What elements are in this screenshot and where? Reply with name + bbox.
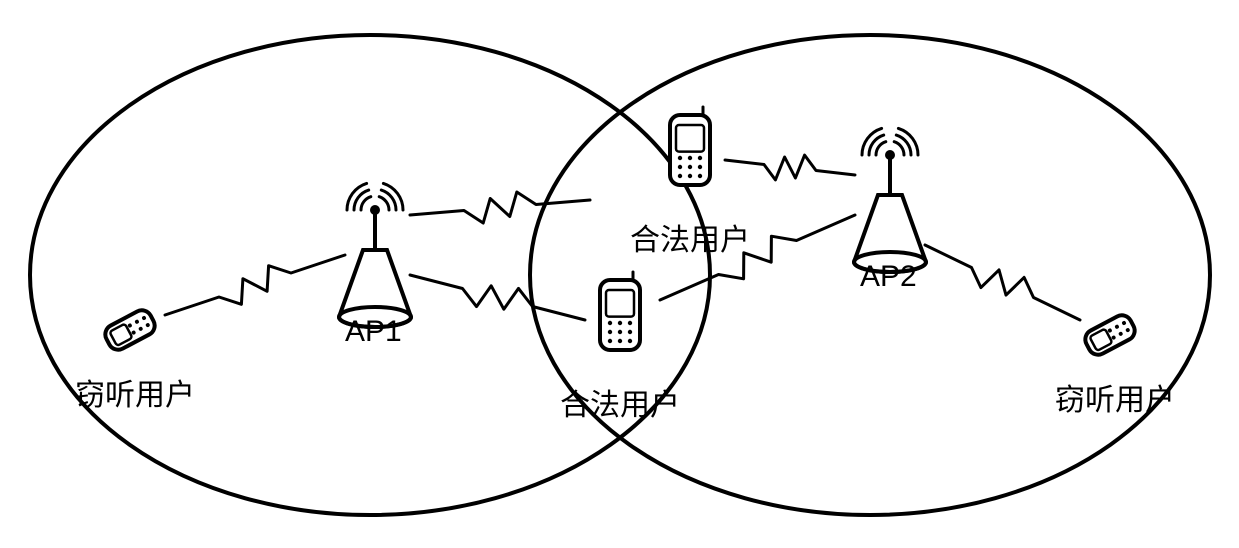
access-point-icon <box>854 128 926 272</box>
wireless-link-icon <box>925 245 1080 320</box>
wireless-link-icon <box>410 275 585 320</box>
node-label: AP2 <box>860 260 917 294</box>
diagram-stage: AP1AP2窃听用户窃听用户合法用户合法用户 <box>0 0 1239 548</box>
node-label: 合法用户 <box>630 215 750 259</box>
wireless-link-icon <box>725 155 855 180</box>
wireless-link-icon <box>165 255 345 315</box>
node-label: 合法用户 <box>560 380 680 424</box>
mobile-phone-icon <box>1082 312 1138 358</box>
node-label: 窃听用户 <box>1055 375 1175 419</box>
mobile-phone-icon <box>600 272 640 350</box>
node-label: 窃听用户 <box>75 370 195 414</box>
access-point-icon <box>339 183 411 327</box>
diagram-svg <box>0 0 1239 548</box>
node-label: AP1 <box>345 315 402 349</box>
mobile-phone-icon <box>670 107 710 185</box>
mobile-phone-icon <box>102 307 158 353</box>
wireless-link-icon <box>410 192 590 223</box>
